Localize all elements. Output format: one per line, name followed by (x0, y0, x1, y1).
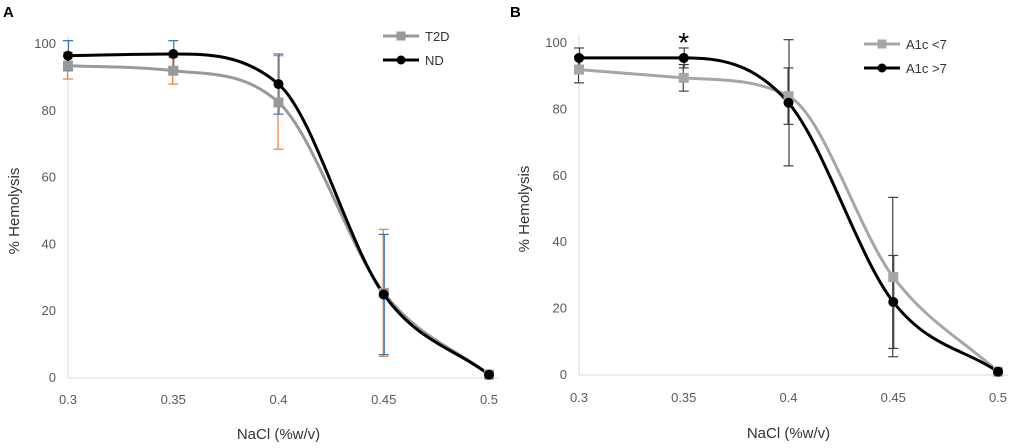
panel-b-significance-annotation: * (678, 27, 689, 58)
panel-b: B 0 20 40 60 80 100 0.3 0.35 0.4 0.45 0.5 NaCl (%w/… (510, 4, 1008, 442)
panel-a-data-point (168, 49, 179, 60)
panel-a-y-axis-title: % Hemolysis (6, 168, 23, 255)
panel-b-y-tick-label: 20 (553, 301, 567, 316)
panel-b-y-tick-label: 100 (545, 35, 567, 50)
panel-b-x-tick-label: 0.4 (779, 390, 797, 405)
panel-a: A 0 20 40 60 80 100 0.3 0.35 0.4 0.45 0.5 NaCl (%w/… (3, 4, 499, 443)
panel-b-data-point (783, 91, 794, 102)
panel-b-label: B (510, 4, 521, 21)
panel-b-x-tick-label: 0.45 (881, 390, 906, 405)
panel-a-x-tick-label: 0.35 (161, 392, 186, 407)
panel-a-data-point (63, 50, 73, 61)
panel-a-series-line-t2d (67, 64, 490, 376)
panel-b-x-tick-label: 0.5 (989, 390, 1007, 405)
panel-b-legend-marker (877, 63, 887, 73)
panel-b-legend-label: A1c <7 (906, 37, 947, 52)
panel-a-legend-label: ND (425, 53, 444, 68)
panel-b-y-tick-label: 40 (553, 234, 567, 249)
panel-a-x-axis-title: NaCl (%w/v) (237, 426, 320, 443)
panel-b-legend-label: A1c >7 (906, 61, 947, 76)
panel-a-x-tick-label: 0.4 (269, 392, 287, 407)
panel-a-x-tick-label: 0.45 (371, 392, 396, 407)
panel-a-data-point (273, 79, 284, 90)
panel-a-data-point (63, 60, 73, 71)
panel-b-data-point (993, 366, 1003, 377)
panel-b-data-point (678, 72, 689, 83)
panel-a-y-tick-label: 100 (34, 36, 56, 51)
panel-b-x-tick-label: 0.35 (671, 390, 696, 405)
panel-a-x-tick-label: 0.3 (59, 392, 77, 407)
panel-b-series-line-a1c-7 (578, 56, 999, 373)
panel-b-data-point (678, 52, 689, 63)
panel-a-y-tick-label: 0 (49, 370, 56, 385)
panel-a-y-tick-label: 20 (42, 303, 56, 318)
panel-b-data-point (574, 64, 584, 75)
panel-a-series-line-nd (67, 52, 490, 376)
panel-b-data-point (888, 296, 899, 307)
panel-a-data-point (273, 97, 284, 108)
panel-a-label: A (3, 4, 14, 21)
panel-a-legend-label: T2D (425, 29, 450, 44)
panel-b-data-point (574, 52, 584, 63)
panel-b-x-tick-label: 0.3 (570, 390, 588, 405)
panel-a-data-point (378, 289, 389, 300)
panel-b-legend-marker (877, 39, 887, 49)
panel-b-data-point (888, 272, 899, 283)
panel-a-x-tick-label: 0.5 (480, 392, 498, 407)
panel-a-y-tick-label: 60 (42, 170, 56, 185)
panel-b-y-tick-label: 80 (553, 101, 567, 116)
panel-b-y-axis-title: % Hemolysis (516, 166, 533, 253)
panel-a-y-tick-label: 80 (42, 103, 56, 118)
panel-a-legend-marker (396, 31, 406, 41)
panel-b-y-tick-label: 60 (553, 168, 567, 183)
panel-b-x-axis-title: NaCl (%w/v) (747, 425, 830, 442)
panel-b-y-tick-label: 0 (560, 367, 567, 382)
panel-a-data-point (484, 369, 494, 380)
panel-a-legend-marker (396, 55, 406, 65)
panel-b-data-point (783, 97, 794, 108)
panel-a-data-point (168, 65, 179, 76)
panel-b-series-line-a1c-7 (578, 68, 1000, 373)
panel-a-y-tick-label: 40 (42, 236, 56, 251)
